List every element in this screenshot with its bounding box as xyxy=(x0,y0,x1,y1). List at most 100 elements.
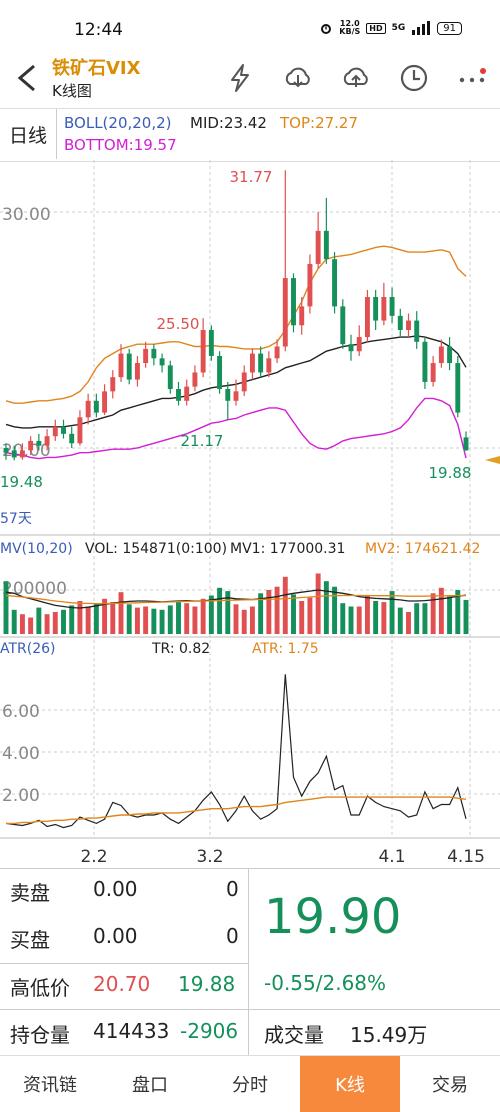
candle-body xyxy=(397,315,403,330)
volume-bar xyxy=(241,609,247,634)
volume-bar xyxy=(332,586,338,634)
volume-bar xyxy=(356,606,362,634)
atr-value: ATR: 1.75 xyxy=(252,641,319,657)
candle-body xyxy=(11,450,17,458)
candle-body xyxy=(381,296,387,321)
volume-bar xyxy=(143,606,149,634)
candle-body xyxy=(373,296,379,321)
volume-bar xyxy=(167,605,173,634)
price-change: -0.55/2.68% xyxy=(264,971,387,995)
candle-body xyxy=(315,230,321,264)
candle-body xyxy=(291,278,296,326)
tab-order-book[interactable]: 盘口 xyxy=(132,1075,168,1096)
buy-volume: 0 xyxy=(226,924,239,948)
high-mark-label: 31.77 xyxy=(230,168,273,186)
volume-bar xyxy=(430,593,436,634)
visible-days-label: 57天 xyxy=(0,511,32,527)
volume-bar xyxy=(159,609,165,634)
candle-body xyxy=(159,358,165,366)
more-icon[interactable] xyxy=(456,62,488,94)
volume-bar xyxy=(134,607,140,634)
volume-bar xyxy=(77,601,83,634)
high-price: 20.70 xyxy=(93,972,151,996)
status-icons: 12.0 KB/S HD 5G 91 xyxy=(319,20,462,36)
candle-body xyxy=(151,348,157,359)
volume-bar xyxy=(151,608,157,634)
tab-kline[interactable]: K线 xyxy=(300,1056,400,1112)
page-title: 铁矿石VIX xyxy=(52,58,141,79)
volume-bar xyxy=(52,612,58,634)
indicator-name[interactable]: BOLL(20,20,2) xyxy=(64,114,172,132)
candle-body xyxy=(447,346,453,364)
volume-bar xyxy=(110,602,116,634)
candle-body xyxy=(266,358,272,373)
volume-bar xyxy=(36,607,42,634)
mark-2117-label: 21.17 xyxy=(181,432,224,450)
candle-body xyxy=(463,437,469,451)
candle-body xyxy=(332,259,338,307)
candle-body xyxy=(200,330,206,373)
volume-bar xyxy=(414,603,420,634)
tab-intraday[interactable]: 分时 xyxy=(232,1075,268,1096)
candle-body xyxy=(348,344,354,352)
buy-price: 0.00 xyxy=(93,924,138,948)
candle-body xyxy=(455,363,461,413)
volume-bar xyxy=(192,606,198,634)
mv1-line xyxy=(5,589,467,609)
volume-bar xyxy=(118,592,124,634)
candle-body xyxy=(217,355,223,389)
volume-label: 成交量 xyxy=(264,1023,324,1047)
atr-lines xyxy=(5,674,467,829)
mark-2550-label: 25.50 xyxy=(157,315,200,333)
price-axis-30: 30.00 xyxy=(2,205,51,225)
tab-trade[interactable]: 交易 xyxy=(432,1075,468,1096)
lightning-icon[interactable] xyxy=(224,62,256,94)
boll-top-value: TOP:27.27 xyxy=(280,114,359,132)
back-arrow-icon[interactable] xyxy=(12,60,42,96)
sell-label: 卖盘 xyxy=(10,881,50,905)
clock-icon[interactable] xyxy=(398,62,430,94)
candle-body xyxy=(118,353,124,378)
candle-body xyxy=(3,448,9,453)
sell-price: 0.00 xyxy=(93,877,138,901)
nav-bar: 铁矿石VIX K线图 xyxy=(0,52,500,104)
candle-body xyxy=(167,365,173,389)
tr-line xyxy=(5,674,467,829)
tab-news-chain[interactable]: 资讯链 xyxy=(23,1075,77,1096)
candle-body xyxy=(69,433,75,444)
cloud-download-icon[interactable] xyxy=(282,62,314,94)
volume-bar xyxy=(438,587,444,634)
candle-body xyxy=(389,296,395,316)
volume-bar xyxy=(422,603,428,634)
volume-bar xyxy=(208,595,214,634)
signal-type: 5G xyxy=(391,23,406,33)
last-price: 19.90 xyxy=(264,889,402,945)
mv2-value: MV2: 174621.42 xyxy=(365,541,480,557)
volume-bar xyxy=(373,601,379,634)
candle-body xyxy=(208,330,214,356)
volume-bar xyxy=(249,606,255,634)
boll-bottom-line xyxy=(5,397,467,460)
volume-bar xyxy=(463,599,469,634)
volume-bar xyxy=(11,609,17,634)
divider xyxy=(0,963,248,964)
order-book-section: 卖盘 0.00 0 买盘 0.00 0 高低价 20.70 19.88 持仓量 … xyxy=(0,869,500,1055)
period-selector[interactable]: 日线 xyxy=(0,109,57,159)
candle-body xyxy=(184,386,190,401)
status-time: 12:44 xyxy=(74,20,123,40)
low-price: 19.88 xyxy=(178,972,236,996)
candle-body xyxy=(225,389,231,401)
volume-bar xyxy=(348,606,354,634)
volume-bar xyxy=(200,598,206,634)
volume-bar xyxy=(381,602,387,634)
kline-chart[interactable]: 30.00 20.00 31.77 25.50 21.17 19.48 19.8… xyxy=(0,160,500,868)
battery-icon: 91 xyxy=(437,21,462,35)
volume-bar xyxy=(315,573,321,634)
atr-line xyxy=(6,796,467,825)
buy-label: 买盘 xyxy=(10,928,50,952)
boll-bottom-value: BOTTOM:19.57 xyxy=(64,136,177,154)
candle-body xyxy=(102,391,108,413)
cloud-upload-icon[interactable] xyxy=(340,62,372,94)
volume-bar xyxy=(3,581,9,634)
candle-body xyxy=(61,426,66,434)
